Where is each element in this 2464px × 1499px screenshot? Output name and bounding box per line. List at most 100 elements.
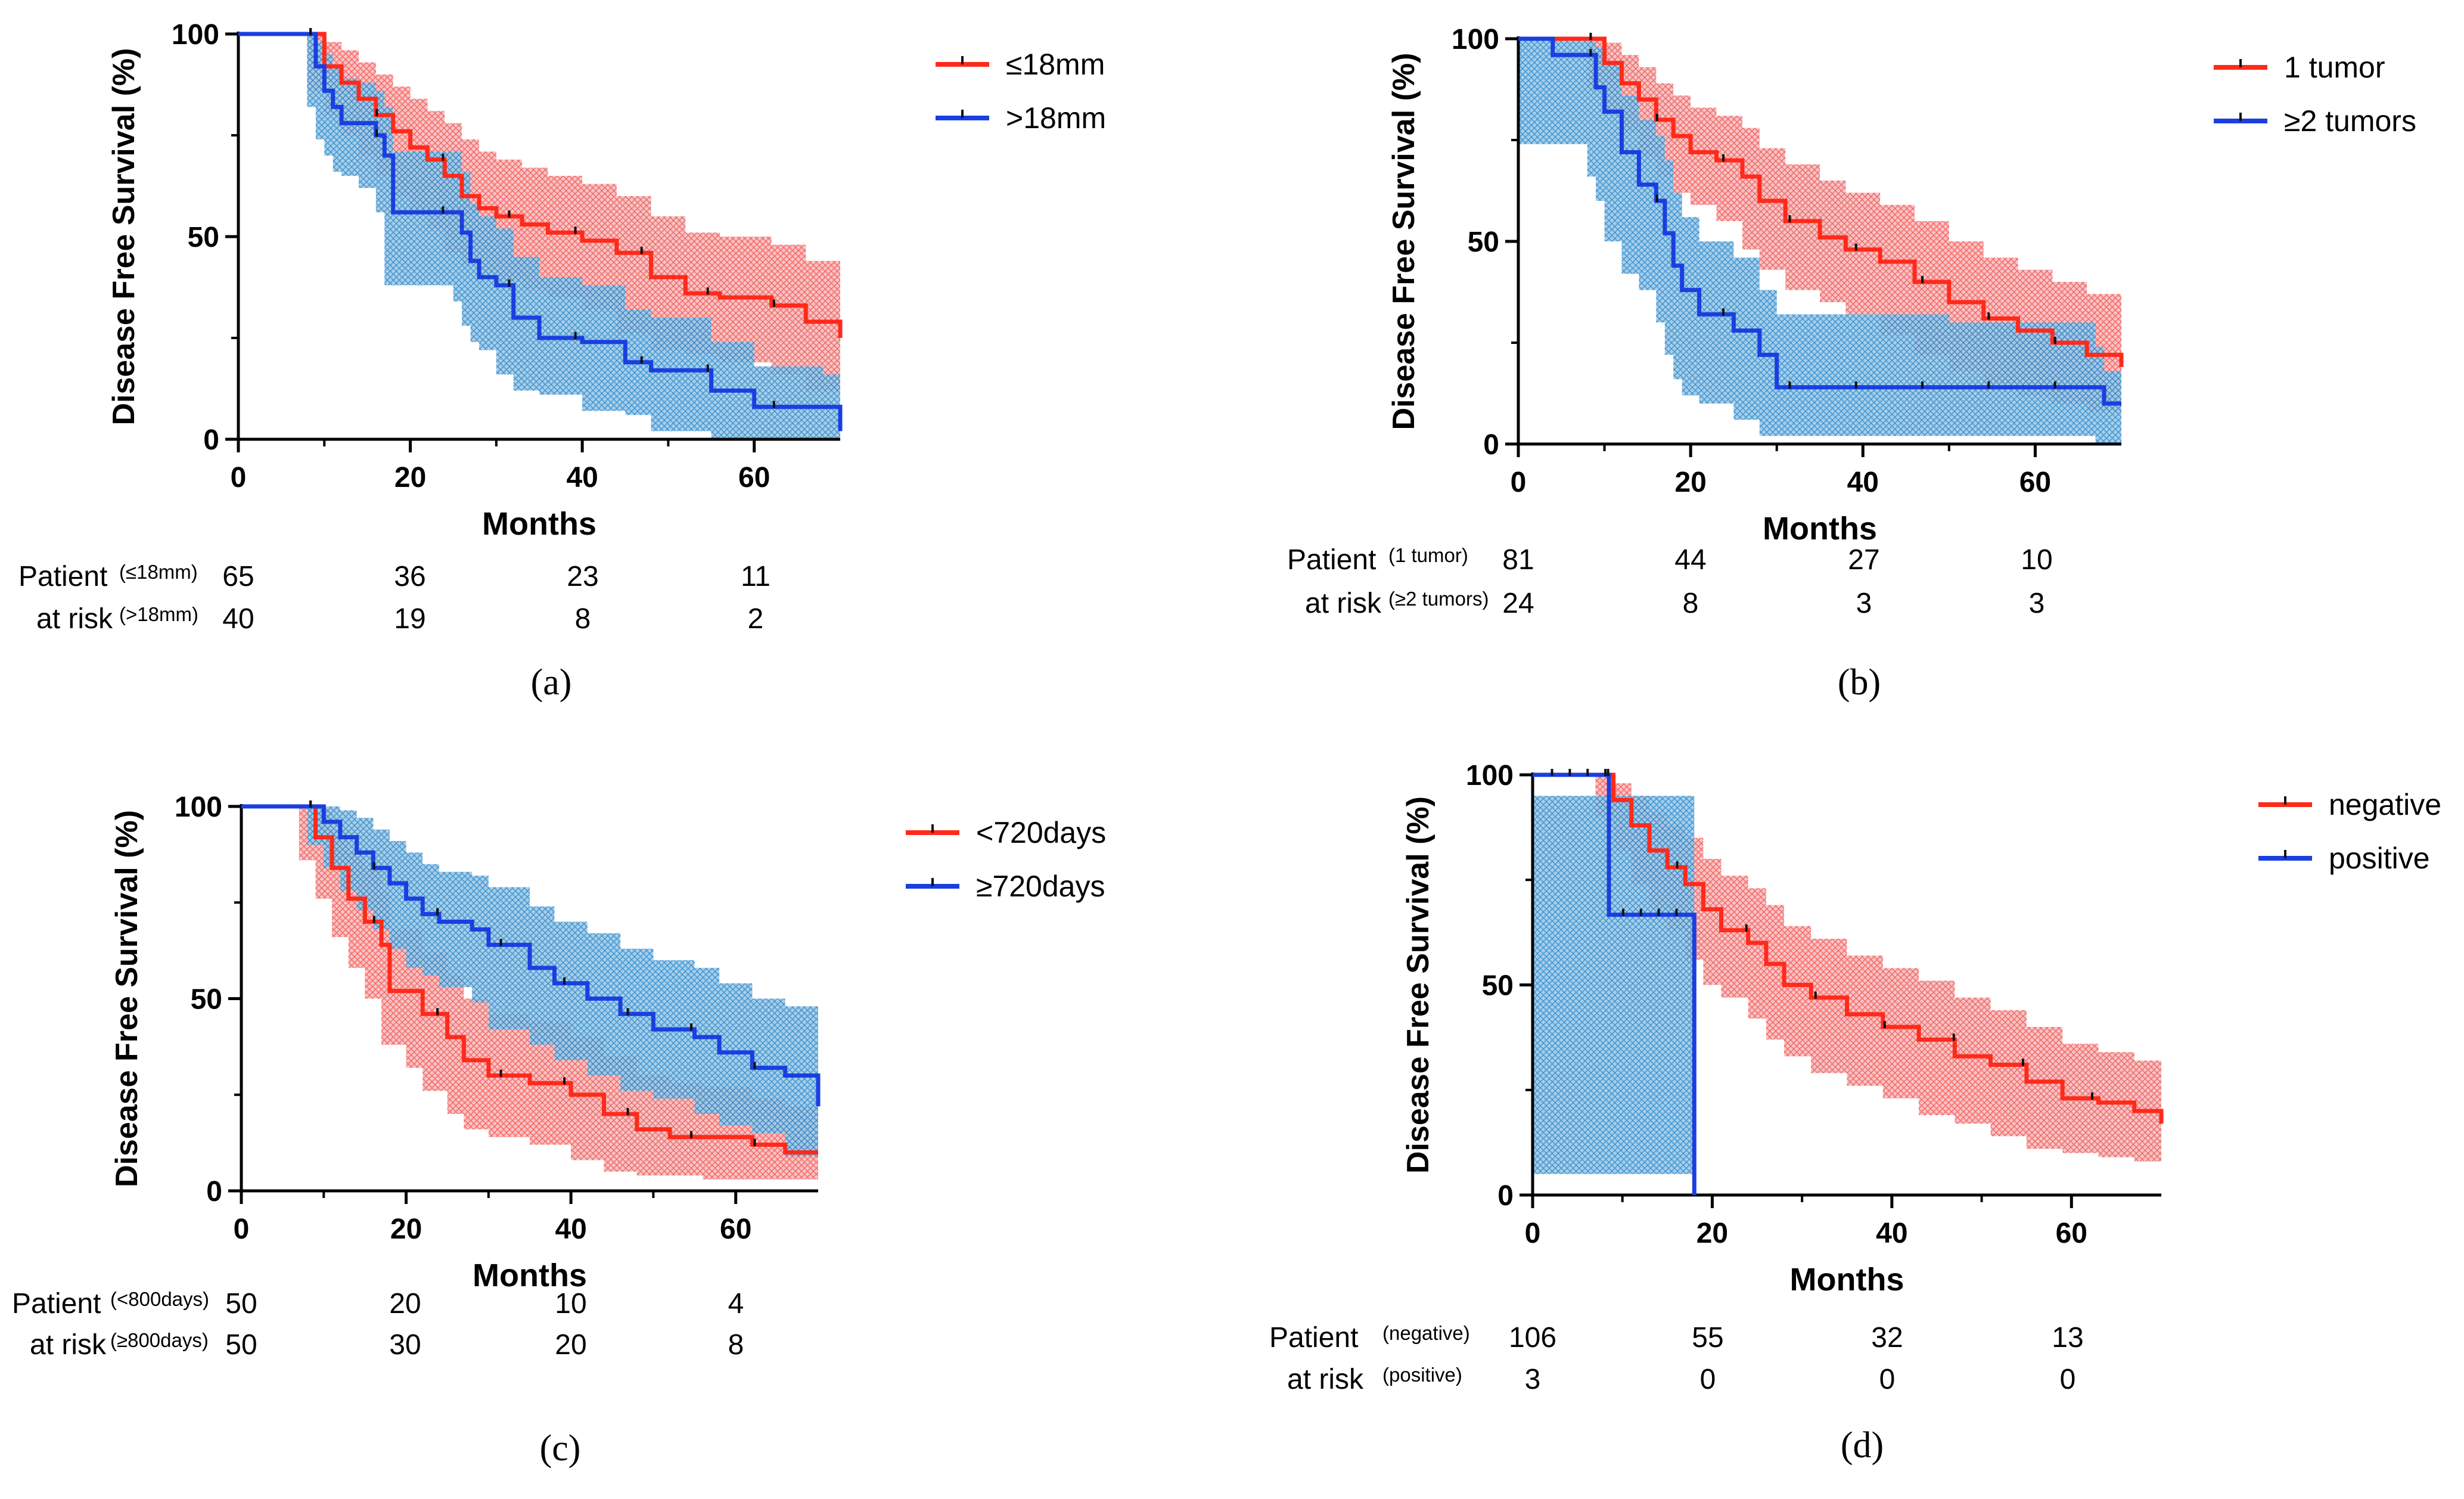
risk-table-title: Patient [18, 561, 107, 592]
risk-value: 8 [1683, 588, 1699, 619]
risk-value: 55 [1692, 1322, 1723, 1354]
panel-c: 0 50 100 0 20 40 60 Months Disease Free Survival… [12, 792, 1106, 1469]
risk-value: 4 [728, 1288, 744, 1320]
risk-value: 30 [389, 1329, 421, 1361]
panel-b: 0 50 100 0 20 40 60 Months Disease Free Survival… [1287, 24, 2416, 703]
survival-line-red [241, 804, 818, 1154]
risk-value: 36 [394, 561, 425, 592]
panel-d: 0 50 100 0 20 40 60 Months Disease Free Survival… [1269, 760, 2441, 1466]
x-tick-label: 60 [720, 1214, 751, 1245]
risk-value: 11 [741, 561, 770, 592]
panel-caption: (c) [540, 1428, 581, 1469]
legend-label: ≤18mm [1006, 48, 1105, 81]
risk-group-label: (negative) [1382, 1322, 1470, 1344]
risk-group-label: (positive) [1382, 1364, 1462, 1386]
risk-table-title: at risk [1287, 1364, 1364, 1395]
panel-a: 0 50 100 0 20 40 60 Months Disease Free Survival… [18, 19, 1106, 703]
risk-table-title: at risk [1305, 588, 1382, 619]
y-tick-label: 50 [191, 984, 222, 1016]
y-tick-label: 50 [188, 222, 219, 253]
risk-table-title: Patient [1269, 1322, 1358, 1354]
risk-value: 10 [555, 1288, 586, 1320]
risk-table-title: Patient [1287, 544, 1376, 576]
risk-table-title: Patient [12, 1288, 101, 1320]
risk-value: 3 [2029, 588, 2045, 619]
risk-value: 13 [2052, 1322, 2083, 1354]
x-tick-label: 60 [2056, 1218, 2087, 1249]
ci-band-blue [1533, 796, 1695, 1174]
risk-value: 106 [1509, 1322, 1556, 1354]
ci-band-blue [238, 34, 840, 439]
y-tick-label: 50 [1482, 970, 1514, 1002]
x-tick-label: 40 [566, 462, 598, 494]
x-axis-title: Months [1790, 1262, 1904, 1298]
legend-label: negative [2329, 788, 2441, 821]
ci-band-blue [1518, 39, 2121, 444]
panel-caption: (d) [1841, 1425, 1884, 1466]
y-tick-label: 100 [175, 792, 222, 823]
y-tick-label: 0 [1483, 429, 1499, 461]
risk-group-label: (≤18mm) [119, 561, 198, 583]
legend-label: >18mm [1006, 101, 1106, 135]
y-axis-title: Disease Free Survival (%) [107, 48, 141, 426]
x-tick-label: 40 [555, 1214, 586, 1245]
x-tick-label: 0 [1511, 467, 1527, 498]
y-axis-title: Disease Free Survival (%) [1387, 53, 1421, 430]
risk-value: 23 [567, 561, 598, 592]
risk-group-label: (≥2 tumors) [1388, 588, 1489, 610]
y-tick-label: 100 [1466, 760, 1514, 792]
risk-group-label: (<800days) [110, 1288, 209, 1310]
risk-value: 10 [2021, 544, 2052, 576]
x-tick-label: 60 [2019, 467, 2051, 498]
y-axis-title: Disease Free Survival (%) [110, 810, 144, 1187]
x-tick-label: 0 [234, 1214, 250, 1245]
risk-value: 50 [225, 1329, 257, 1361]
legend-label: ≥2 tumors [2284, 104, 2416, 138]
x-tick-label: 0 [231, 462, 247, 494]
y-tick-label: 100 [1452, 24, 1499, 55]
y-tick-label: 0 [203, 424, 219, 456]
x-tick-label: 20 [390, 1214, 422, 1245]
risk-value: 27 [1848, 544, 1879, 576]
risk-value: 2 [748, 603, 764, 635]
legend-label: <720days [976, 816, 1106, 849]
y-axis-title: Disease Free Survival (%) [1401, 796, 1435, 1174]
legend-label: 1 tumor [2284, 51, 2385, 84]
risk-value: 44 [1674, 544, 1706, 576]
risk-table-title: at risk [30, 1329, 107, 1361]
risk-table-title: at risk [36, 603, 113, 635]
x-axis-title: Months [1763, 511, 1877, 547]
risk-group-label: (≥800days) [110, 1329, 209, 1351]
ci-band-blue [241, 806, 818, 1156]
risk-value: 0 [1700, 1364, 1716, 1395]
survival-line-red [1533, 772, 2164, 1124]
risk-value: 40 [222, 603, 254, 635]
y-tick-label: 0 [1497, 1180, 1514, 1212]
risk-value: 24 [1502, 588, 1534, 619]
risk-value: 20 [555, 1329, 586, 1361]
risk-value: 3 [1525, 1364, 1541, 1395]
risk-value: 32 [1871, 1322, 1903, 1354]
panel-caption: (b) [1838, 662, 1881, 703]
legend-label: ≥720days [976, 870, 1105, 903]
x-tick-label: 60 [738, 462, 770, 494]
x-tick-label: 0 [1525, 1218, 1541, 1249]
risk-value: 65 [222, 561, 254, 592]
survival-line-blue [1533, 772, 1696, 1195]
x-tick-label: 40 [1876, 1218, 1907, 1249]
risk-value: 20 [389, 1288, 421, 1320]
x-axis-title: Months [482, 506, 596, 542]
y-tick-label: 0 [206, 1176, 222, 1208]
risk-value: 19 [394, 603, 425, 635]
survival-line-blue [238, 32, 843, 432]
risk-value: 3 [1856, 588, 1872, 619]
x-tick-label: 20 [1674, 467, 1706, 498]
x-tick-label: 40 [1847, 467, 1879, 498]
y-tick-label: 50 [1468, 226, 1499, 258]
panel-caption: (a) [531, 662, 572, 703]
risk-value: 0 [2060, 1364, 2076, 1395]
x-tick-label: 20 [1696, 1218, 1728, 1249]
risk-value: 8 [728, 1329, 744, 1361]
risk-value: 81 [1502, 544, 1534, 576]
